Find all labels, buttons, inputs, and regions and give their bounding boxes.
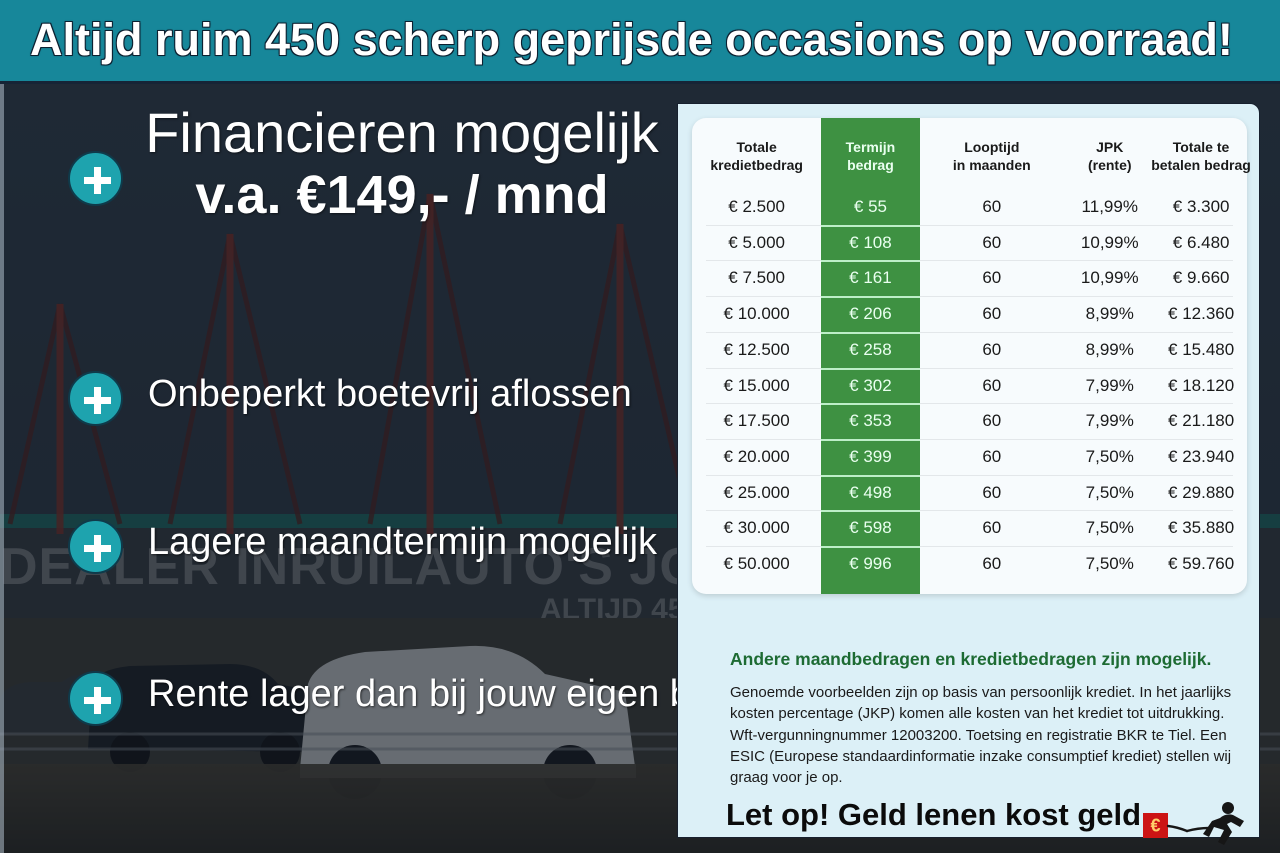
svg-text:€: € bbox=[1150, 816, 1160, 836]
